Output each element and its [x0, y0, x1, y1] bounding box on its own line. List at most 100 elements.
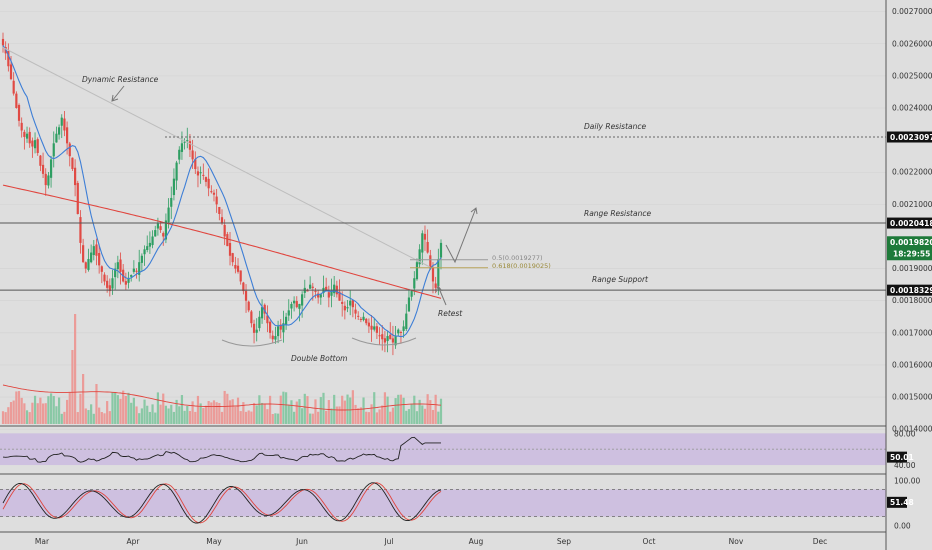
volume-bar — [25, 410, 29, 424]
volume-bar — [31, 402, 34, 424]
range-resistance-label: Range Resistance — [584, 209, 651, 218]
volume-bar — [346, 394, 349, 424]
volume-bar — [55, 406, 58, 424]
volume-bar — [130, 402, 133, 424]
volume-bar — [295, 401, 298, 424]
candle-body — [79, 217, 82, 243]
candle-body — [226, 234, 229, 247]
candle-body — [338, 291, 341, 301]
volume-bar — [143, 399, 146, 424]
price-tick-label: 0.0018000 — [892, 296, 932, 305]
candle-body — [39, 155, 42, 166]
price-tick-label: 0.0024000 — [892, 104, 932, 113]
volume-bar — [276, 413, 280, 424]
volume-bar — [309, 413, 312, 424]
last-price-badge-text: 0.0019820 — [890, 238, 932, 247]
volume-bar — [228, 400, 232, 424]
volume-bar — [180, 395, 184, 424]
volume-bar — [194, 411, 197, 424]
candle-body — [119, 259, 122, 272]
candle-body — [319, 294, 322, 298]
volume-bar — [250, 411, 253, 424]
candle-body — [399, 331, 403, 333]
dynamic-resistance-label: Dynamic Resistance — [82, 75, 159, 84]
rsi-band — [0, 433, 886, 466]
volume-bar — [359, 407, 362, 424]
volume-bar — [175, 399, 178, 424]
price-tick-label: 0.0014000 — [892, 425, 932, 434]
volume-bar — [9, 402, 13, 424]
candle-body — [95, 244, 98, 256]
candle-body — [234, 264, 237, 269]
candle-body — [74, 167, 77, 186]
price-axis[interactable]: 0.0027000 0.0026000 0.0025000 0.0024000 0.00… — [892, 7, 932, 434]
candle-body — [439, 242, 443, 258]
volume-bar — [287, 404, 290, 424]
price-tick-label: 0.0019000 — [892, 264, 932, 273]
candle-body — [28, 131, 31, 144]
candle-body — [301, 294, 304, 306]
candle-body — [306, 290, 309, 292]
candle-body — [25, 133, 29, 139]
candle-body — [60, 117, 63, 126]
volume-bar — [114, 392, 117, 424]
volume-bar — [218, 402, 221, 424]
volume-bar — [402, 397, 405, 424]
volume-bar — [327, 400, 330, 424]
candle-body — [354, 309, 357, 314]
candle-body — [199, 172, 202, 174]
volume-bar — [87, 410, 90, 424]
candle-body — [362, 316, 365, 321]
candle-body — [52, 143, 55, 157]
candle-body — [202, 174, 205, 176]
candle-body — [426, 241, 429, 253]
volume-bar — [244, 411, 248, 424]
candle-body — [429, 255, 432, 269]
candle-body — [44, 173, 47, 186]
volume-bar — [186, 405, 189, 424]
volume-bar — [84, 408, 87, 424]
volume-bar — [164, 405, 168, 424]
candle-body — [156, 223, 160, 229]
volume-bar — [370, 404, 373, 424]
candle-body — [140, 255, 143, 263]
projection-arrow — [445, 207, 478, 264]
candle-body — [239, 270, 242, 282]
candle-body — [132, 268, 135, 272]
candle-body — [223, 224, 226, 237]
stoch-d-line — [2, 482, 442, 524]
volume-bar — [74, 314, 77, 424]
double-bottom-arc-right — [351, 337, 417, 346]
candle-body — [431, 267, 435, 282]
candle-body — [114, 268, 117, 278]
volume-bar — [242, 402, 245, 424]
candle-body — [402, 326, 405, 331]
time-axis[interactable]: Mar Apr May Jun Jul Aug Sep Oct Nov Dec — [35, 537, 827, 546]
volume-bar — [183, 410, 186, 424]
volume-bar — [52, 396, 55, 424]
candle-body — [151, 236, 154, 246]
candle-body — [130, 275, 133, 277]
volume-bar — [28, 412, 31, 424]
candle-body — [357, 315, 360, 317]
volume-bar — [57, 397, 61, 424]
candle-body — [252, 323, 256, 333]
time-tick-label: Aug — [469, 537, 484, 546]
candle-body — [346, 307, 349, 309]
candle-body — [87, 258, 90, 270]
candle-body — [311, 286, 314, 288]
volume-bar — [439, 398, 443, 424]
candle-body — [183, 141, 186, 143]
double-bottom-arc-left — [221, 339, 283, 347]
volume-bar — [354, 404, 357, 424]
volume-bar — [212, 400, 216, 424]
time-tick-label: Mar — [35, 537, 50, 546]
volume-bar — [405, 410, 408, 424]
volume-bar — [383, 392, 387, 424]
volume-bar — [170, 404, 173, 424]
candle-body — [76, 182, 79, 214]
stoch-axis: 100.00 0.00 — [894, 476, 920, 530]
candle-body — [367, 322, 370, 327]
volume-bar — [138, 413, 141, 424]
candle-body — [162, 233, 165, 237]
